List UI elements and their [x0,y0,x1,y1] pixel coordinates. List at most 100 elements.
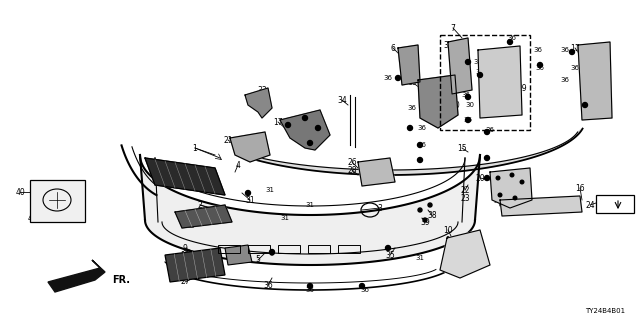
Text: 32: 32 [543,197,552,203]
Circle shape [408,125,413,131]
Text: 36: 36 [383,75,392,81]
Circle shape [418,208,422,212]
Text: TY24B4B01: TY24B4B01 [585,308,625,314]
Circle shape [417,157,422,163]
Polygon shape [448,38,472,94]
Text: 31: 31 [305,202,314,208]
Text: 15: 15 [457,143,467,153]
Polygon shape [165,248,225,282]
Text: 31: 31 [280,215,289,221]
Text: 2: 2 [198,201,202,210]
Circle shape [285,123,291,127]
Circle shape [520,180,524,184]
Polygon shape [245,88,272,118]
Text: 13: 13 [180,251,190,260]
Polygon shape [230,132,270,162]
Polygon shape [280,110,330,150]
Text: 19: 19 [407,77,417,86]
Circle shape [303,116,307,121]
Polygon shape [478,46,522,118]
Text: 29: 29 [517,84,527,92]
Text: 28: 28 [348,165,356,174]
Circle shape [496,176,500,180]
Circle shape [570,50,575,54]
Polygon shape [578,42,612,120]
Text: B-B-1: B-B-1 [610,201,628,207]
Polygon shape [225,245,252,265]
Circle shape [360,284,365,289]
Text: 17: 17 [273,117,283,126]
Circle shape [484,156,490,161]
Text: 20: 20 [475,173,485,182]
Circle shape [477,73,483,77]
Circle shape [316,125,321,131]
Text: 25: 25 [180,268,190,276]
Polygon shape [252,129,582,175]
Text: 36: 36 [461,92,470,98]
Circle shape [484,175,490,180]
Text: 31: 31 [266,187,275,193]
Bar [308,245,330,253]
Circle shape [508,39,513,44]
Text: 40: 40 [15,188,25,196]
Circle shape [246,190,250,196]
Polygon shape [175,205,232,228]
Circle shape [270,251,274,255]
Polygon shape [140,155,480,265]
Text: 4: 4 [236,161,241,170]
Circle shape [498,193,502,197]
Text: 21: 21 [223,135,233,145]
Bar [30,180,85,222]
Circle shape [307,284,312,289]
Bar [278,245,300,253]
Text: 31: 31 [245,196,255,204]
Text: 12: 12 [185,220,195,229]
Text: 7: 7 [451,23,456,33]
Polygon shape [145,158,225,195]
Circle shape [513,196,517,200]
Circle shape [465,60,470,65]
Text: 36: 36 [474,59,483,65]
Bar [338,245,360,253]
Polygon shape [418,75,458,128]
Text: 36: 36 [408,105,417,111]
Text: 30: 30 [450,100,460,109]
Polygon shape [500,196,582,216]
Circle shape [465,94,470,100]
Bar [248,245,270,253]
Circle shape [538,62,543,68]
Text: 36: 36 [463,117,472,123]
Text: 31: 31 [415,255,424,261]
Text: 36: 36 [417,125,426,131]
Circle shape [423,218,427,222]
Circle shape [396,76,401,81]
Text: 30: 30 [426,92,435,98]
Text: 39: 39 [420,218,430,227]
Text: 26: 26 [347,157,357,166]
Text: 36: 36 [570,65,579,71]
Text: 16: 16 [575,183,585,193]
Text: 5: 5 [255,255,260,265]
Text: 30: 30 [504,172,513,178]
Text: 36: 36 [508,35,516,41]
Circle shape [385,245,390,251]
Text: 32: 32 [520,197,529,203]
Circle shape [417,142,422,148]
Text: 1: 1 [193,143,197,153]
Circle shape [484,130,490,134]
Text: 27: 27 [180,277,190,286]
Circle shape [510,173,514,177]
Text: 10: 10 [443,226,453,235]
Text: 36: 36 [263,281,273,290]
Polygon shape [398,45,420,85]
Text: 11: 11 [570,44,580,52]
Circle shape [307,140,312,146]
Text: 23: 23 [460,194,470,203]
Bar [218,245,240,253]
Text: 36: 36 [536,65,545,71]
Text: 36: 36 [476,69,484,75]
Text: 18: 18 [67,201,77,210]
Text: 3: 3 [378,204,383,212]
Text: 35: 35 [385,251,395,260]
Bar [440,35,530,130]
